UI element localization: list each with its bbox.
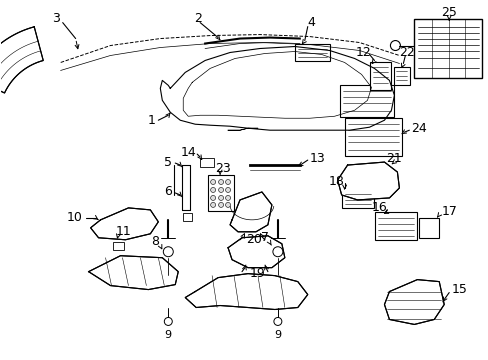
Text: 9: 9 (274, 330, 281, 341)
Text: 13: 13 (309, 152, 325, 165)
Polygon shape (384, 280, 443, 324)
Circle shape (210, 202, 215, 207)
Bar (394, 67, 409, 85)
Text: 20: 20 (245, 233, 262, 246)
Circle shape (272, 247, 282, 257)
Bar (208, 175, 234, 211)
Bar (375, 212, 416, 240)
Text: 25: 25 (440, 6, 456, 19)
Polygon shape (227, 236, 285, 268)
Polygon shape (0, 27, 43, 93)
Circle shape (218, 188, 223, 193)
Bar (183, 213, 192, 221)
Text: 4: 4 (307, 16, 315, 29)
Circle shape (225, 195, 230, 201)
Circle shape (218, 195, 223, 201)
Text: 7: 7 (261, 231, 268, 244)
Text: 6: 6 (164, 185, 172, 198)
Polygon shape (229, 192, 271, 232)
Circle shape (164, 318, 172, 325)
Bar (369, 62, 390, 90)
Text: 19: 19 (249, 267, 265, 280)
Text: 1: 1 (147, 114, 155, 127)
Text: 21: 21 (386, 152, 402, 165)
Bar (419, 218, 438, 238)
Text: 17: 17 (440, 205, 456, 219)
Text: 14: 14 (180, 145, 196, 159)
Bar (112, 242, 124, 250)
Bar (294, 44, 329, 62)
Bar (200, 158, 214, 167)
Text: 15: 15 (450, 283, 466, 296)
Text: 18: 18 (328, 175, 344, 189)
Bar (341, 188, 373, 208)
Text: 22: 22 (399, 46, 414, 59)
Polygon shape (90, 208, 158, 240)
Text: 3: 3 (52, 12, 60, 25)
Text: 5: 5 (164, 156, 172, 168)
Circle shape (225, 180, 230, 184)
Text: 8: 8 (151, 235, 159, 248)
Text: 9: 9 (164, 330, 171, 341)
Circle shape (225, 188, 230, 193)
Polygon shape (337, 162, 399, 200)
Circle shape (163, 247, 173, 257)
Text: 11: 11 (115, 225, 131, 238)
Polygon shape (185, 274, 307, 310)
Polygon shape (88, 256, 178, 289)
Text: 24: 24 (410, 122, 426, 135)
Circle shape (210, 188, 215, 193)
Bar (339, 85, 394, 117)
Circle shape (218, 202, 223, 207)
Text: 2: 2 (194, 12, 202, 25)
Circle shape (210, 195, 215, 201)
Circle shape (225, 202, 230, 207)
Circle shape (389, 41, 400, 50)
Text: 12: 12 (355, 46, 371, 59)
Bar (413, 19, 481, 78)
Circle shape (210, 180, 215, 184)
Circle shape (218, 180, 223, 184)
Bar (344, 118, 402, 156)
Text: 10: 10 (67, 211, 82, 224)
Text: 16: 16 (371, 201, 386, 215)
Circle shape (273, 318, 281, 325)
Text: 23: 23 (215, 162, 230, 175)
